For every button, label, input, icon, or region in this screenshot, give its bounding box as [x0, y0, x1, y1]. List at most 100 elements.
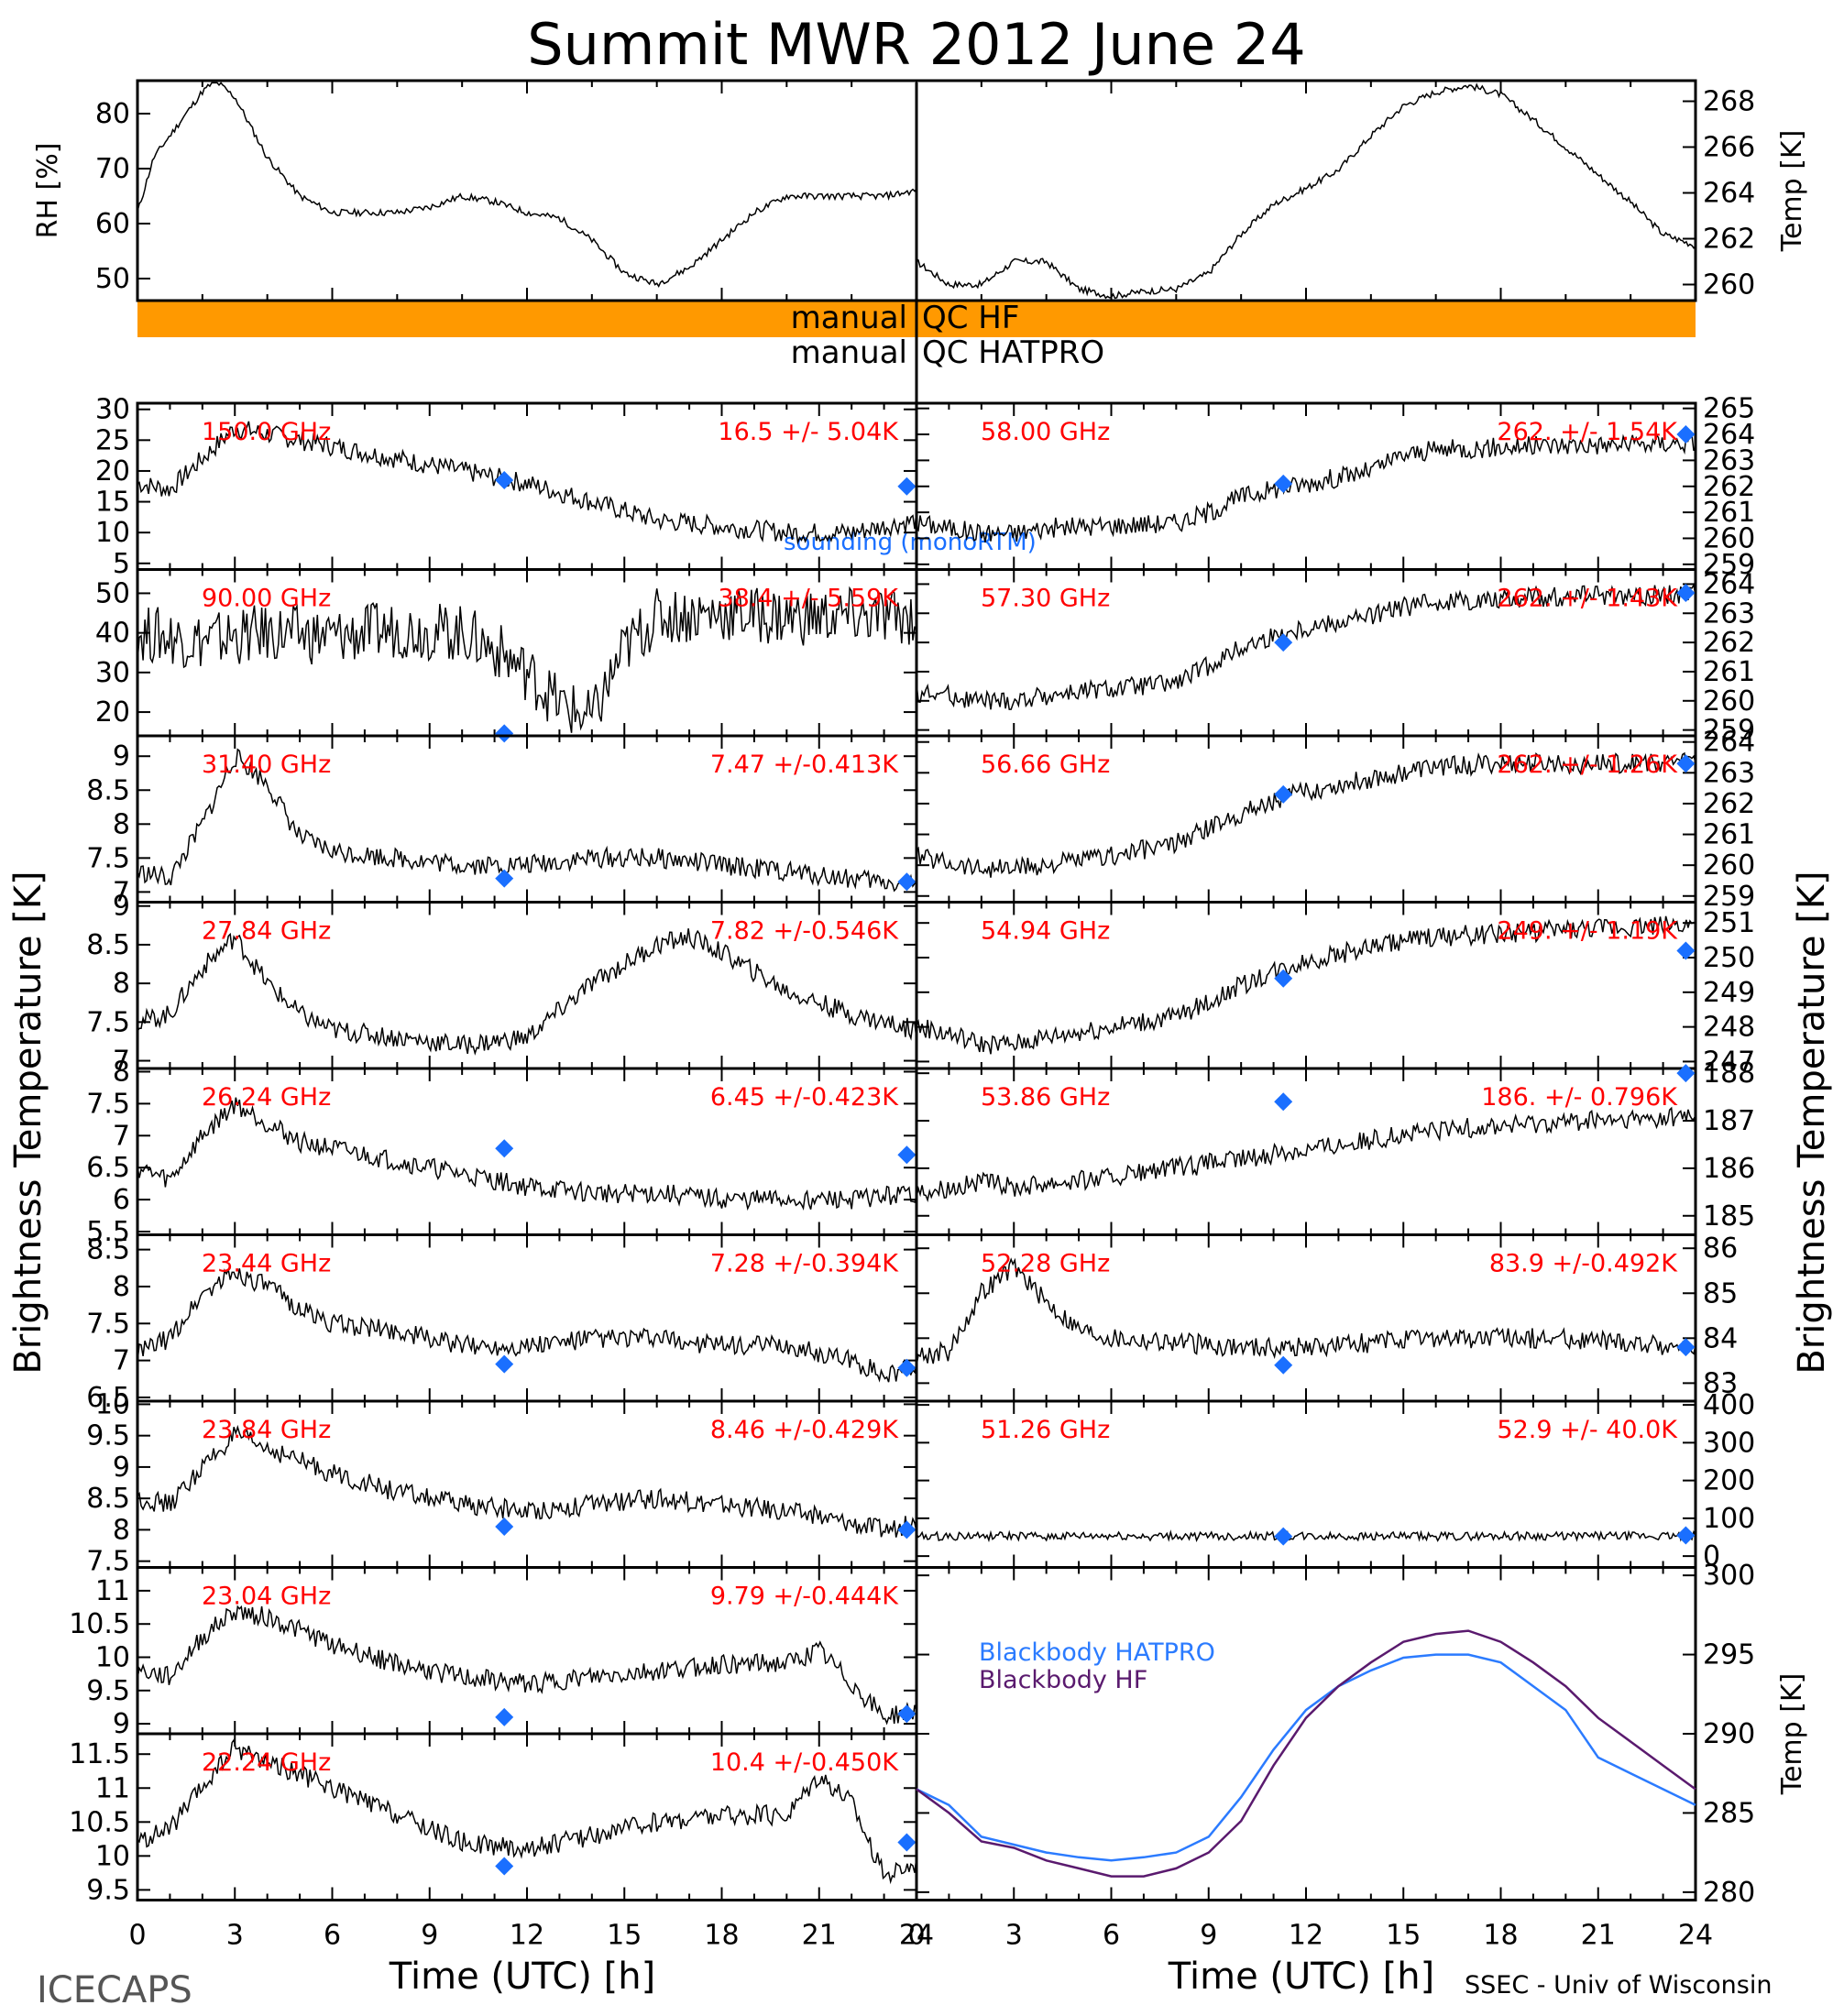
panel-p2224-stats-label: 10.4 +/-0.450K [710, 1748, 899, 1777]
panel-p90-sounding-point [495, 724, 514, 743]
panel-p2624-ytick-label: 6.5 [86, 1152, 130, 1184]
panel-p2304-sounding-point [495, 1707, 514, 1726]
panel-p2384-ytick-label: 8.5 [86, 1483, 130, 1515]
x-tick-label-right: 0 [907, 1920, 925, 1952]
panel-p5494-ytick-label: 251 [1703, 907, 1755, 939]
panel-p5800-ytick-label: 260 [1703, 522, 1755, 554]
panel-p5126-ytick-label: 400 [1703, 1389, 1755, 1421]
panel-p5126-sounding-point [1274, 1527, 1293, 1546]
panel-p2304-ytick-label: 9 [113, 1708, 130, 1740]
qc-hf-left: manual [791, 300, 907, 336]
panel-p5730-trace [916, 583, 1696, 710]
panel-p5386-ytick-label: 188 [1703, 1057, 1755, 1090]
panel-p90-trace [137, 586, 916, 733]
panel-p5800-frequency-label: 58.00 GHz [981, 418, 1110, 446]
panel-p2384-stats-label: 8.46 +/-0.429K [710, 1416, 899, 1444]
panel-p2224-ytick-label: 11 [95, 1772, 130, 1804]
x-axis-label-left: Time (UTC) [h] [389, 1956, 655, 1998]
panel-p3140-ytick-label: 8.5 [86, 774, 130, 806]
panel-p150-sounding-point [495, 471, 514, 490]
panel-p2624-ytick-label: 5.5 [86, 1216, 130, 1248]
qc-hf-right: QC HF [922, 300, 1019, 336]
panel-p2344-ytick-label: 8 [113, 1271, 130, 1303]
panel-p5730-ytick-label: 260 [1703, 685, 1755, 718]
x-tick-label-left: 15 [607, 1920, 642, 1952]
panel-p2384-frequency-label: 23.84 GHz [202, 1416, 331, 1444]
panel-p5494-trace [916, 915, 1696, 1055]
x-tick-label-left: 6 [324, 1920, 341, 1952]
panel-p5494-ytick-label: 248 [1703, 1012, 1755, 1044]
panel-p5386-frequency-label: 53.86 GHz [981, 1083, 1110, 1112]
panel-p2344-ytick-label: 7.5 [86, 1308, 130, 1340]
panel-p2344-ytick-label: 8.5 [86, 1234, 130, 1266]
panel-p5386-sounding-point [1676, 1064, 1696, 1083]
met-rh-axis-label: RH [%] [32, 143, 64, 239]
x-tick-label-left: 9 [421, 1920, 438, 1952]
panel-p150-frequency-label: 150.0 GHz [202, 418, 331, 446]
x-tick-label-left: 24 [899, 1920, 934, 1952]
panel-p2224-frequency-label: 22.24 GHz [202, 1748, 331, 1777]
panel-p90-ytick-label: 50 [95, 577, 130, 609]
panel-p3140-sounding-point [495, 869, 514, 888]
legend-bb-hf: Blackbody HF [979, 1666, 1147, 1694]
panel-p5494-ytick-label: 250 [1703, 942, 1755, 974]
x-tick-label-left: 12 [510, 1920, 544, 1952]
met-temp-ytick-label: 262 [1703, 224, 1755, 256]
panel-p2624-ytick-label: 6 [113, 1184, 130, 1216]
panel-p5800-sounding-point [1274, 474, 1293, 493]
panel-p2784-ytick-label: 7.5 [86, 1006, 130, 1038]
panel-p5666-ytick-label: 259 [1703, 881, 1755, 913]
panel-p150-stats-label: 16.5 +/- 5.04K [718, 418, 899, 446]
panel-p5228-stats-label: 83.9 +/-0.492K [1489, 1250, 1678, 1278]
panel-p90-stats-label: 38.4 +/- 5.59K [718, 585, 899, 613]
panel-p5666-ytick-label: 263 [1703, 757, 1755, 789]
panel-p150-sounding-point [897, 477, 916, 496]
panel-p5730-sounding-point [1676, 583, 1696, 602]
panel-p150-ytick-label: 30 [95, 394, 130, 426]
panel-p90-ytick-label: 40 [95, 618, 130, 650]
panel-p2784-frequency-label: 27.84 GHz [202, 917, 331, 946]
bb-hf-line [916, 1629, 1696, 1878]
panel-p2344-sounding-point [495, 1354, 514, 1374]
panel-p2624-ytick-label: 7.5 [86, 1088, 130, 1120]
panel-p2624-sounding-point [495, 1139, 514, 1158]
panel-p5730-sounding-point [1274, 633, 1293, 652]
panel-p5386-ytick-label: 186 [1703, 1153, 1755, 1185]
panel-p5228-ytick-label: 86 [1703, 1233, 1738, 1265]
panel-p5126-stats-label: 52.9 +/- 40.0K [1497, 1416, 1678, 1444]
left-ylabel: Brightness Temperature [K] [7, 871, 49, 1374]
x-tick-label-right: 18 [1483, 1920, 1518, 1952]
panel-p5666-sounding-point [1676, 754, 1696, 773]
panel-p150-ytick-label: 15 [95, 487, 130, 519]
bb-panel-ytick-label: 280 [1703, 1877, 1755, 1909]
panel-p2624-sounding-point [897, 1145, 916, 1165]
panel-p5386-ytick-label: 185 [1703, 1200, 1755, 1233]
bb-panel-ytick-label: 290 [1703, 1718, 1755, 1750]
panel-p5126-ytick-label: 100 [1703, 1503, 1755, 1535]
panel-p90-ytick-label: 20 [95, 696, 130, 729]
met-temp-trace [916, 82, 1696, 300]
panel-p5494-frequency-label: 54.94 GHz [981, 917, 1110, 946]
footer-left: ICECAPS [37, 1969, 192, 2011]
panel-p5126-ytick-label: 300 [1703, 1427, 1755, 1459]
panel-p3140-ytick-label: 7 [113, 876, 130, 908]
panel-p2224-sounding-point [897, 1833, 916, 1852]
panel-p5126-ytick-label: 200 [1703, 1465, 1755, 1497]
panel-p5730-ytick-label: 264 [1703, 568, 1755, 600]
panel-p3140-trace [137, 748, 916, 893]
x-tick-label-right: 12 [1289, 1920, 1323, 1952]
panel-p5228-ytick-label: 85 [1703, 1277, 1738, 1309]
panel-p3140-frequency-label: 31.40 GHz [202, 751, 331, 779]
panel-p2624-ytick-label: 8 [113, 1056, 130, 1088]
panel-p2384-ytick-label: 7.5 [86, 1546, 130, 1578]
panel-p2624-trace [137, 1097, 916, 1211]
panel-p2224-sounding-point [495, 1857, 514, 1876]
panel-p2784-ytick-label: 7 [113, 1046, 130, 1078]
panel-p3140-stats-label: 7.47 +/-0.413K [710, 751, 899, 779]
panel-p2224-ytick-label: 9.5 [86, 1874, 130, 1906]
panel-p5494-ytick-label: 247 [1703, 1046, 1755, 1078]
panel-p5800-ytick-label: 261 [1703, 497, 1755, 529]
panel-p5494-sounding-point [1274, 969, 1293, 988]
bb-hatpro-line [916, 1653, 1696, 1862]
